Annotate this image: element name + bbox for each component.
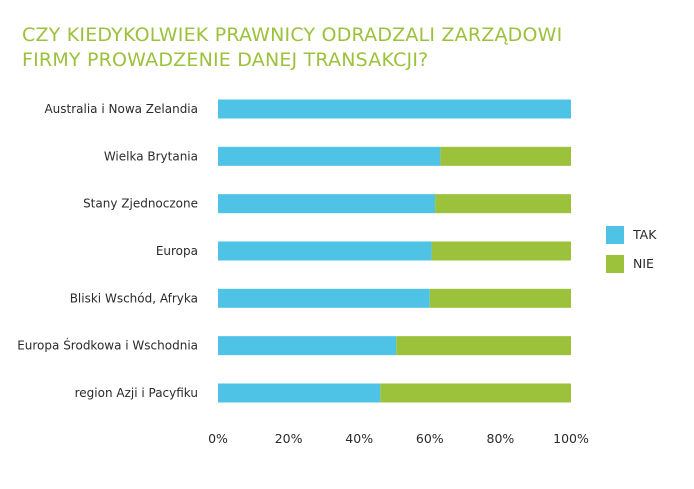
x-tick-label: 0% xyxy=(208,431,228,446)
category-label: Europa Środkowa i Wschodnia xyxy=(17,338,198,353)
bar-nie xyxy=(435,194,571,214)
bar-tak xyxy=(218,146,441,166)
bar-nie xyxy=(396,336,571,356)
category-label: Australia i Nowa Zelandia xyxy=(44,102,198,116)
legend-label-nie: NIE xyxy=(633,256,654,271)
bar-nie xyxy=(429,288,571,308)
bar-tak xyxy=(218,288,430,308)
category-label: Wielka Brytania xyxy=(104,149,198,163)
x-tick-label: 80% xyxy=(487,431,515,446)
x-tick-label: 20% xyxy=(275,431,303,446)
legend-label-tak: TAK xyxy=(632,227,657,242)
bar-nie xyxy=(431,241,571,261)
bar-tak xyxy=(218,241,432,261)
x-tick-label: 60% xyxy=(416,431,444,446)
x-tick-label: 40% xyxy=(345,431,373,446)
chart-title-line-1: CZY KIEDYKOLWIEK PRAWNICY ODRADZALI ZARZ… xyxy=(22,24,562,46)
category-label: Europa xyxy=(156,244,198,258)
legend-swatch-nie xyxy=(606,255,624,273)
x-tick-label: 100% xyxy=(553,431,589,446)
plot-area: Australia i Nowa Zelandia Wielka Brytania… xyxy=(17,99,589,446)
bar-tak xyxy=(218,383,381,403)
bar-tak xyxy=(218,99,571,119)
legend: TAK NIE xyxy=(606,226,657,273)
category-label: region Azji i Pacyfiku xyxy=(75,386,198,400)
legend-swatch-tak xyxy=(606,226,624,244)
chart-title-line-2: FIRMY PROWADZENIE DANEJ TRANSAKCJI? xyxy=(22,49,428,71)
bar-nie xyxy=(440,146,571,166)
category-label: Stany Zjednoczone xyxy=(83,197,198,211)
bar-nie xyxy=(380,383,571,403)
bar-tak xyxy=(218,194,436,214)
category-label: Bliski Wschód, Afryka xyxy=(70,291,198,305)
bar-tak xyxy=(218,336,397,356)
